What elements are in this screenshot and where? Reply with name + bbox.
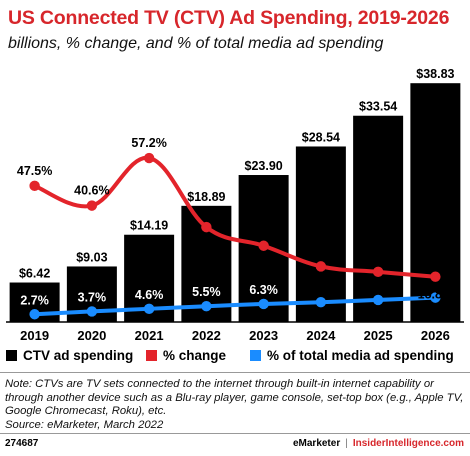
percent-change-point bbox=[258, 240, 269, 251]
chart-note: Note: CTVs are TV sets connected to the … bbox=[5, 378, 467, 432]
divider bbox=[0, 372, 470, 373]
legend-label: % change bbox=[163, 348, 227, 363]
percent-total-point bbox=[372, 294, 384, 306]
percent-total-point bbox=[315, 297, 327, 308]
x-tick-label: 2023 bbox=[249, 328, 278, 343]
bar bbox=[353, 115, 404, 322]
percent-total-point bbox=[430, 292, 441, 303]
chart-id: 274687 bbox=[5, 438, 39, 449]
legend-swatch-blue bbox=[250, 350, 261, 361]
brand-emarketer: eMarketer bbox=[292, 438, 341, 449]
percent-total-label: 6.3% bbox=[249, 283, 278, 297]
bar-data-label: $6.42 bbox=[19, 267, 50, 281]
bar-data-label: $9.03 bbox=[76, 250, 107, 264]
bar-data-label: $14.19 bbox=[130, 219, 168, 233]
legend-label: CTV ad spending bbox=[23, 348, 134, 363]
percent-change-label: 17.5% bbox=[360, 283, 395, 297]
bar-data-label: $18.89 bbox=[187, 190, 225, 204]
percent-change-label: 15.8% bbox=[418, 288, 453, 302]
divider bbox=[0, 433, 470, 434]
legend-label: % of total media ad spending bbox=[267, 348, 454, 363]
x-tick-label: 2021 bbox=[135, 328, 164, 343]
brand-separator: | bbox=[345, 438, 348, 449]
percent-change-point bbox=[29, 180, 40, 192]
percent-change-point bbox=[372, 266, 384, 278]
percent-total-label: 6.9% bbox=[307, 311, 336, 325]
brand-insider-intelligence: InsiderIntelligence.com bbox=[352, 438, 464, 449]
percent-total-point bbox=[86, 306, 98, 317]
legend-item-percent-total: % of total media ad spending bbox=[250, 348, 454, 363]
bar bbox=[295, 146, 346, 322]
percent-total-point bbox=[258, 298, 269, 310]
x-tick-label: 2024 bbox=[306, 328, 336, 343]
percent-total-point bbox=[201, 301, 212, 312]
bar bbox=[410, 83, 461, 323]
legend-item-percent-change: % change bbox=[146, 348, 226, 363]
chart-plot: $6.42 $9.03 $14.19 $18.89 $23.90 $28.54 $33.54… bbox=[6, 67, 464, 343]
percent-change-label: 19.4% bbox=[303, 277, 338, 291]
percent-change-point bbox=[143, 152, 155, 164]
legend-swatch-bar bbox=[6, 350, 17, 361]
percent-change-label: 47.5% bbox=[17, 164, 52, 178]
bar-data-label: $23.90 bbox=[245, 159, 283, 173]
percent-change-point bbox=[201, 221, 212, 233]
percent-total-label: 2.7% bbox=[20, 293, 49, 307]
percent-total-point bbox=[143, 303, 155, 315]
percent-change-point bbox=[86, 200, 98, 211]
source-text: Source: eMarketer, March 2022 bbox=[5, 418, 164, 431]
percent-change-point bbox=[430, 271, 441, 282]
percent-change-label: 40.6% bbox=[74, 184, 109, 198]
legend-item-ctv-ad-spending: CTV ad spending bbox=[6, 348, 133, 363]
bar-data-label: $33.54 bbox=[359, 100, 397, 114]
percent-change-label: 26.6% bbox=[246, 257, 281, 271]
chart-subtitle: billions, % change, and % of total media… bbox=[8, 35, 384, 52]
x-tick-label: 2022 bbox=[192, 328, 221, 343]
chart-legend: CTV ad spending % change % of total medi… bbox=[6, 348, 468, 368]
chart-title: US Connected TV (CTV) Ad Spending, 2019-… bbox=[8, 7, 450, 29]
percent-total-point bbox=[29, 309, 40, 320]
x-tick-label: 2020 bbox=[77, 328, 106, 343]
note-text: Note: CTVs are TV sets connected to the … bbox=[5, 378, 464, 417]
legend-swatch-red bbox=[146, 350, 157, 361]
percent-total-label: 3.7% bbox=[78, 290, 107, 304]
x-tick-label: 2019 bbox=[20, 328, 49, 343]
percent-change-point bbox=[315, 261, 327, 272]
percent-total-label: 7.7% bbox=[364, 309, 393, 323]
bar-data-label: $28.54 bbox=[302, 130, 340, 144]
x-tick-label: 2026 bbox=[421, 328, 450, 343]
footer-brand: eMarketer | InsiderIntelligence.com bbox=[293, 438, 464, 449]
percent-total-label: 5.5% bbox=[192, 285, 221, 299]
bar-data-label: $38.83 bbox=[416, 67, 454, 81]
percent-change-label: 57.2% bbox=[131, 136, 166, 150]
percent-change-label: 33.1% bbox=[189, 238, 224, 252]
x-tick-label: 2025 bbox=[364, 328, 393, 343]
percent-total-label: 4.6% bbox=[135, 288, 164, 302]
percent-total-label: 8.5% bbox=[421, 307, 450, 321]
